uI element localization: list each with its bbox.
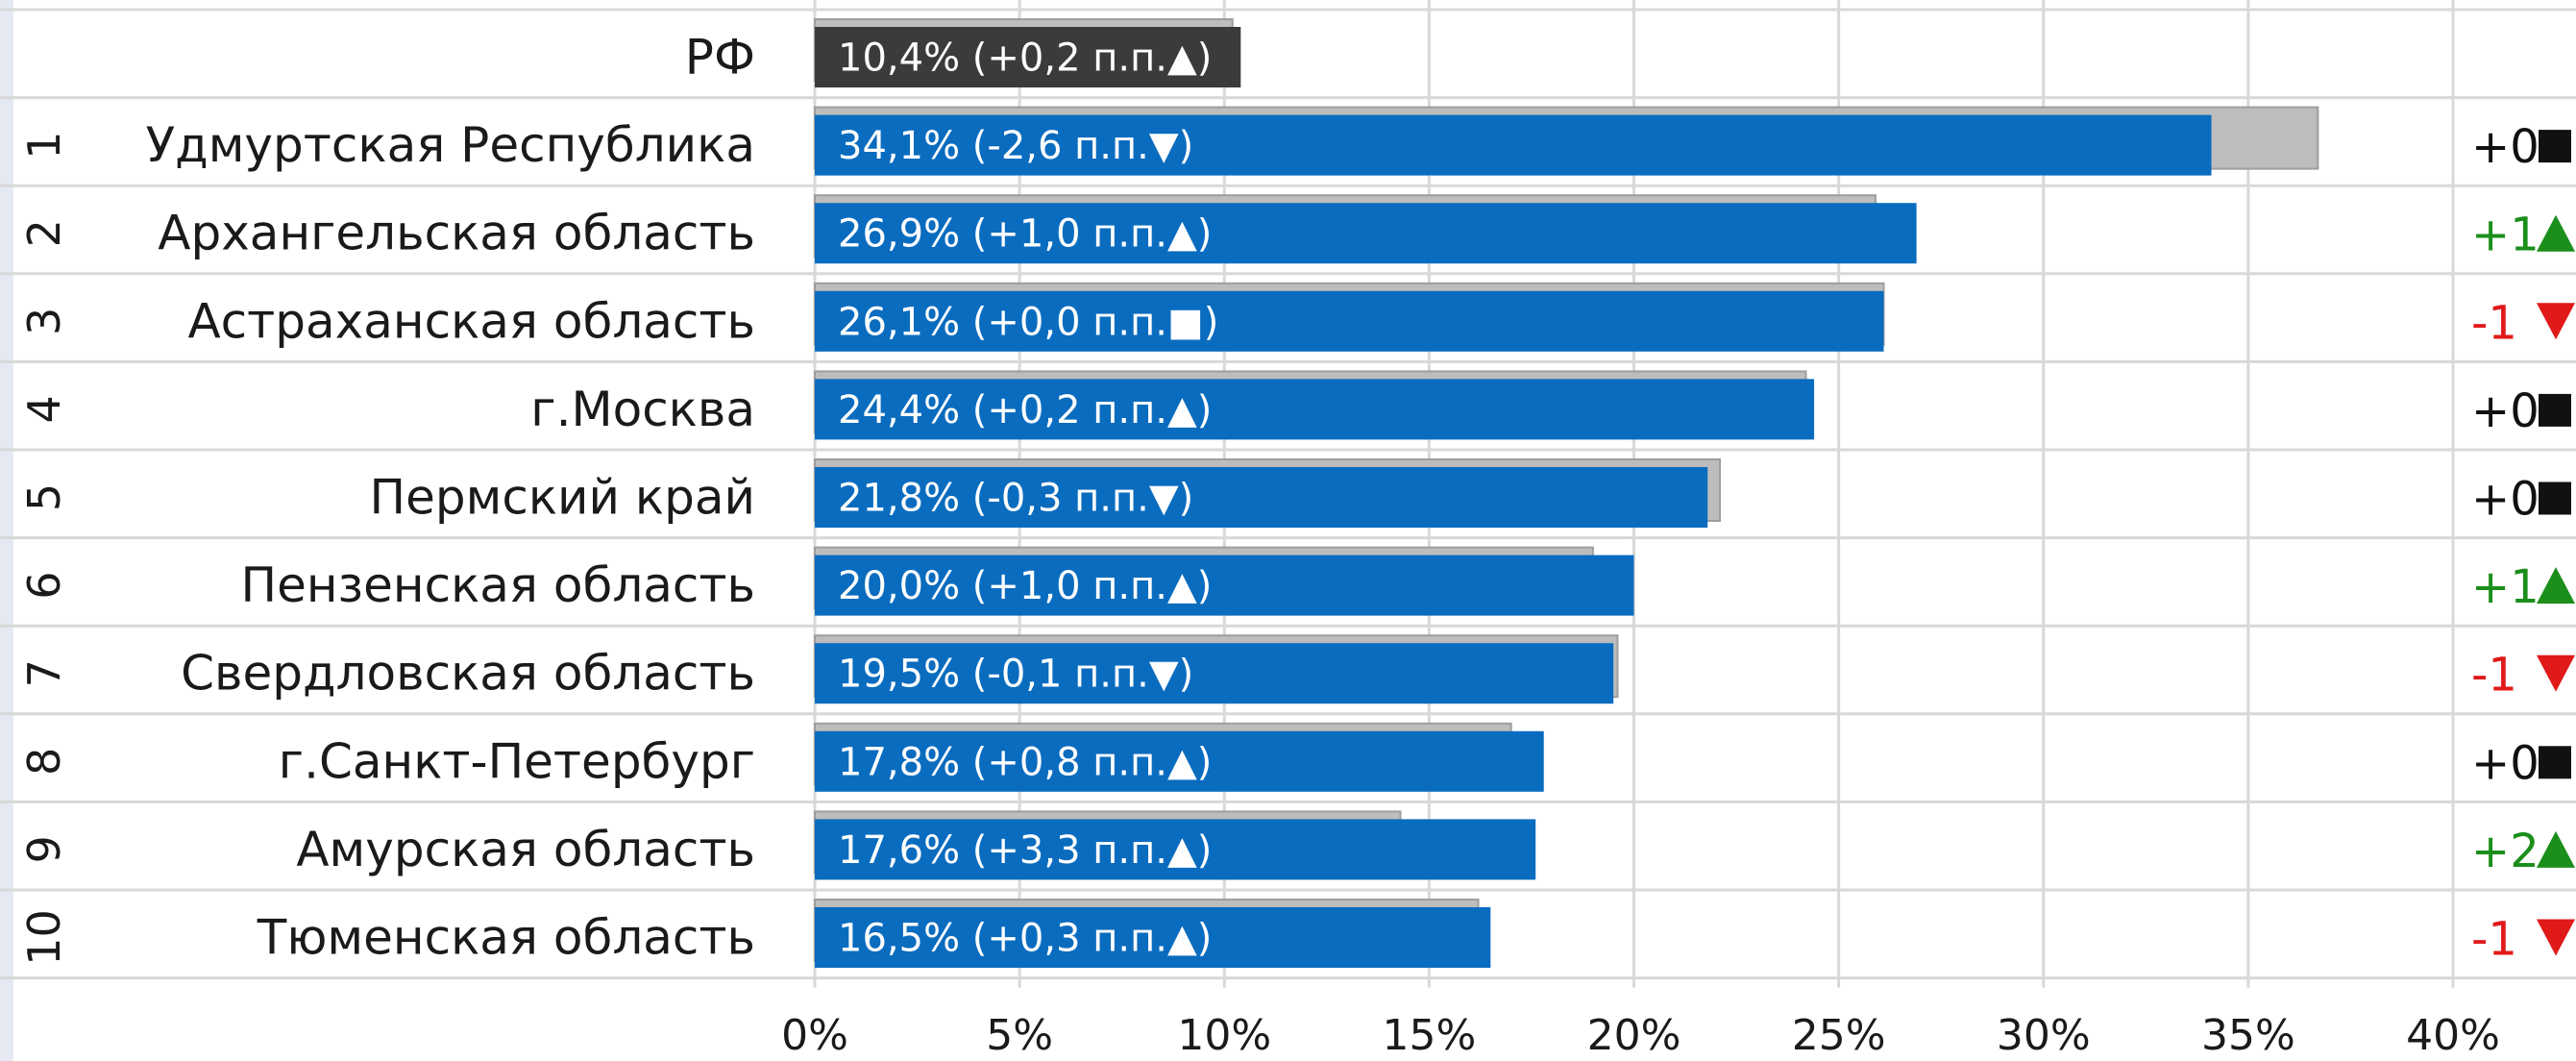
region-label: Пермский край bbox=[370, 470, 755, 526]
rank-same-icon bbox=[2539, 746, 2571, 779]
national-region-label: РФ bbox=[685, 30, 755, 86]
bar-label: 21,8% (-0,3 п.п.▼) bbox=[838, 477, 1193, 521]
bars bbox=[814, 18, 2319, 968]
rank-number: 6 bbox=[18, 571, 70, 599]
bar-label: 26,9% (+1,0 п.п.▲) bbox=[838, 212, 1212, 257]
current-bar bbox=[815, 114, 2212, 176]
x-tick-label: 30% bbox=[1997, 1011, 2091, 1060]
rank-same-icon bbox=[2539, 130, 2571, 163]
bar-label: 16,5% (+0,3 п.п.▲) bbox=[838, 917, 1212, 961]
bar-label: 17,8% (+0,8 п.п.▲) bbox=[838, 740, 1212, 784]
bar-label: 19,5% (-0,1 п.п.▼) bbox=[838, 653, 1193, 697]
left-strip bbox=[0, 0, 13, 1061]
x-tick-label: 10% bbox=[1177, 1011, 1271, 1060]
bar-label: 24,4% (+0,2 п.п.▲) bbox=[838, 388, 1212, 432]
rank-number: 10 bbox=[18, 909, 70, 966]
national-bar-label: 10,4% (+0,2 п.п.▲) bbox=[838, 37, 1212, 81]
rank-number: 9 bbox=[18, 835, 70, 863]
rank-change-value: +0 bbox=[2471, 384, 2539, 438]
region-label: Астраханская область bbox=[187, 293, 755, 349]
rank-up-icon bbox=[2537, 567, 2575, 605]
current-bar bbox=[815, 379, 1815, 440]
rank-change-value: -1 bbox=[2471, 649, 2517, 703]
bar-label: 26,1% (+0,0 п.п.■) bbox=[838, 300, 1218, 344]
rank-change-value: +0 bbox=[2471, 473, 2539, 527]
x-tick-label: 40% bbox=[2406, 1011, 2500, 1060]
region-label: Свердловская область bbox=[181, 646, 755, 702]
rank-change-value: +2 bbox=[2471, 825, 2539, 878]
rank-down-icon bbox=[2537, 654, 2575, 692]
current-bar bbox=[815, 467, 1708, 528]
rank-number: 4 bbox=[18, 395, 70, 423]
x-tick-label: 5% bbox=[986, 1011, 1053, 1060]
rank-down-icon bbox=[2537, 303, 2575, 340]
region-label: г.Санкт-Петербург bbox=[279, 733, 755, 789]
current-bar bbox=[815, 290, 1884, 352]
x-tick-label: 15% bbox=[1382, 1011, 1476, 1060]
rank-same-icon bbox=[2539, 481, 2571, 515]
rank-up-icon bbox=[2537, 214, 2575, 252]
region-label: Удмуртская Республика bbox=[146, 117, 755, 173]
current-bar bbox=[815, 203, 1917, 264]
bar-label: 17,6% (+3,3 п.п.▲) bbox=[838, 828, 1212, 873]
current-bar bbox=[815, 730, 1544, 792]
region-label: Архангельская область bbox=[158, 206, 755, 261]
rank-change-value: -1 bbox=[2471, 913, 2517, 967]
current-bar bbox=[815, 555, 1634, 616]
bar-label: 20,0% (+1,0 п.п.▲) bbox=[838, 564, 1212, 608]
region-label: Тюменская область bbox=[257, 910, 755, 966]
rank-same-icon bbox=[2539, 393, 2571, 427]
rank-change-value: +0 bbox=[2471, 736, 2539, 790]
current-bar bbox=[815, 819, 1536, 880]
x-tick-label: 35% bbox=[2201, 1011, 2295, 1060]
bar-label: 34,1% (-2,6 п.п.▼) bbox=[838, 124, 1193, 168]
rank-change-value: +0 bbox=[2471, 120, 2539, 174]
labels: 10,4% (+0,2 п.п.▲) РФ 34,1% (-2,6 п.п.▼) Уд… bbox=[18, 30, 2575, 1060]
region-label: Амурская область bbox=[296, 822, 755, 877]
rank-number: 8 bbox=[18, 748, 70, 776]
rank-up-icon bbox=[2537, 830, 2575, 868]
national-bar bbox=[815, 27, 1241, 87]
current-bar bbox=[815, 643, 1614, 704]
rank-number: 2 bbox=[18, 219, 70, 247]
rank-change-value: -1 bbox=[2471, 296, 2517, 350]
rank-change-value: +1 bbox=[2471, 560, 2539, 614]
rank-change-value: +1 bbox=[2471, 209, 2539, 262]
rank-down-icon bbox=[2537, 919, 2575, 956]
rank-number: 7 bbox=[18, 659, 70, 687]
rank-number: 1 bbox=[18, 131, 70, 159]
x-tick-label: 25% bbox=[1792, 1011, 1886, 1060]
x-tick-label: 0% bbox=[781, 1011, 848, 1060]
region-label: Пензенская область bbox=[241, 557, 756, 613]
region-label: г.Москва bbox=[530, 382, 755, 437]
rank-number: 5 bbox=[18, 483, 70, 511]
rank-number: 3 bbox=[18, 308, 70, 335]
x-tick-label: 20% bbox=[1587, 1011, 1681, 1060]
current-bar bbox=[815, 907, 1491, 968]
